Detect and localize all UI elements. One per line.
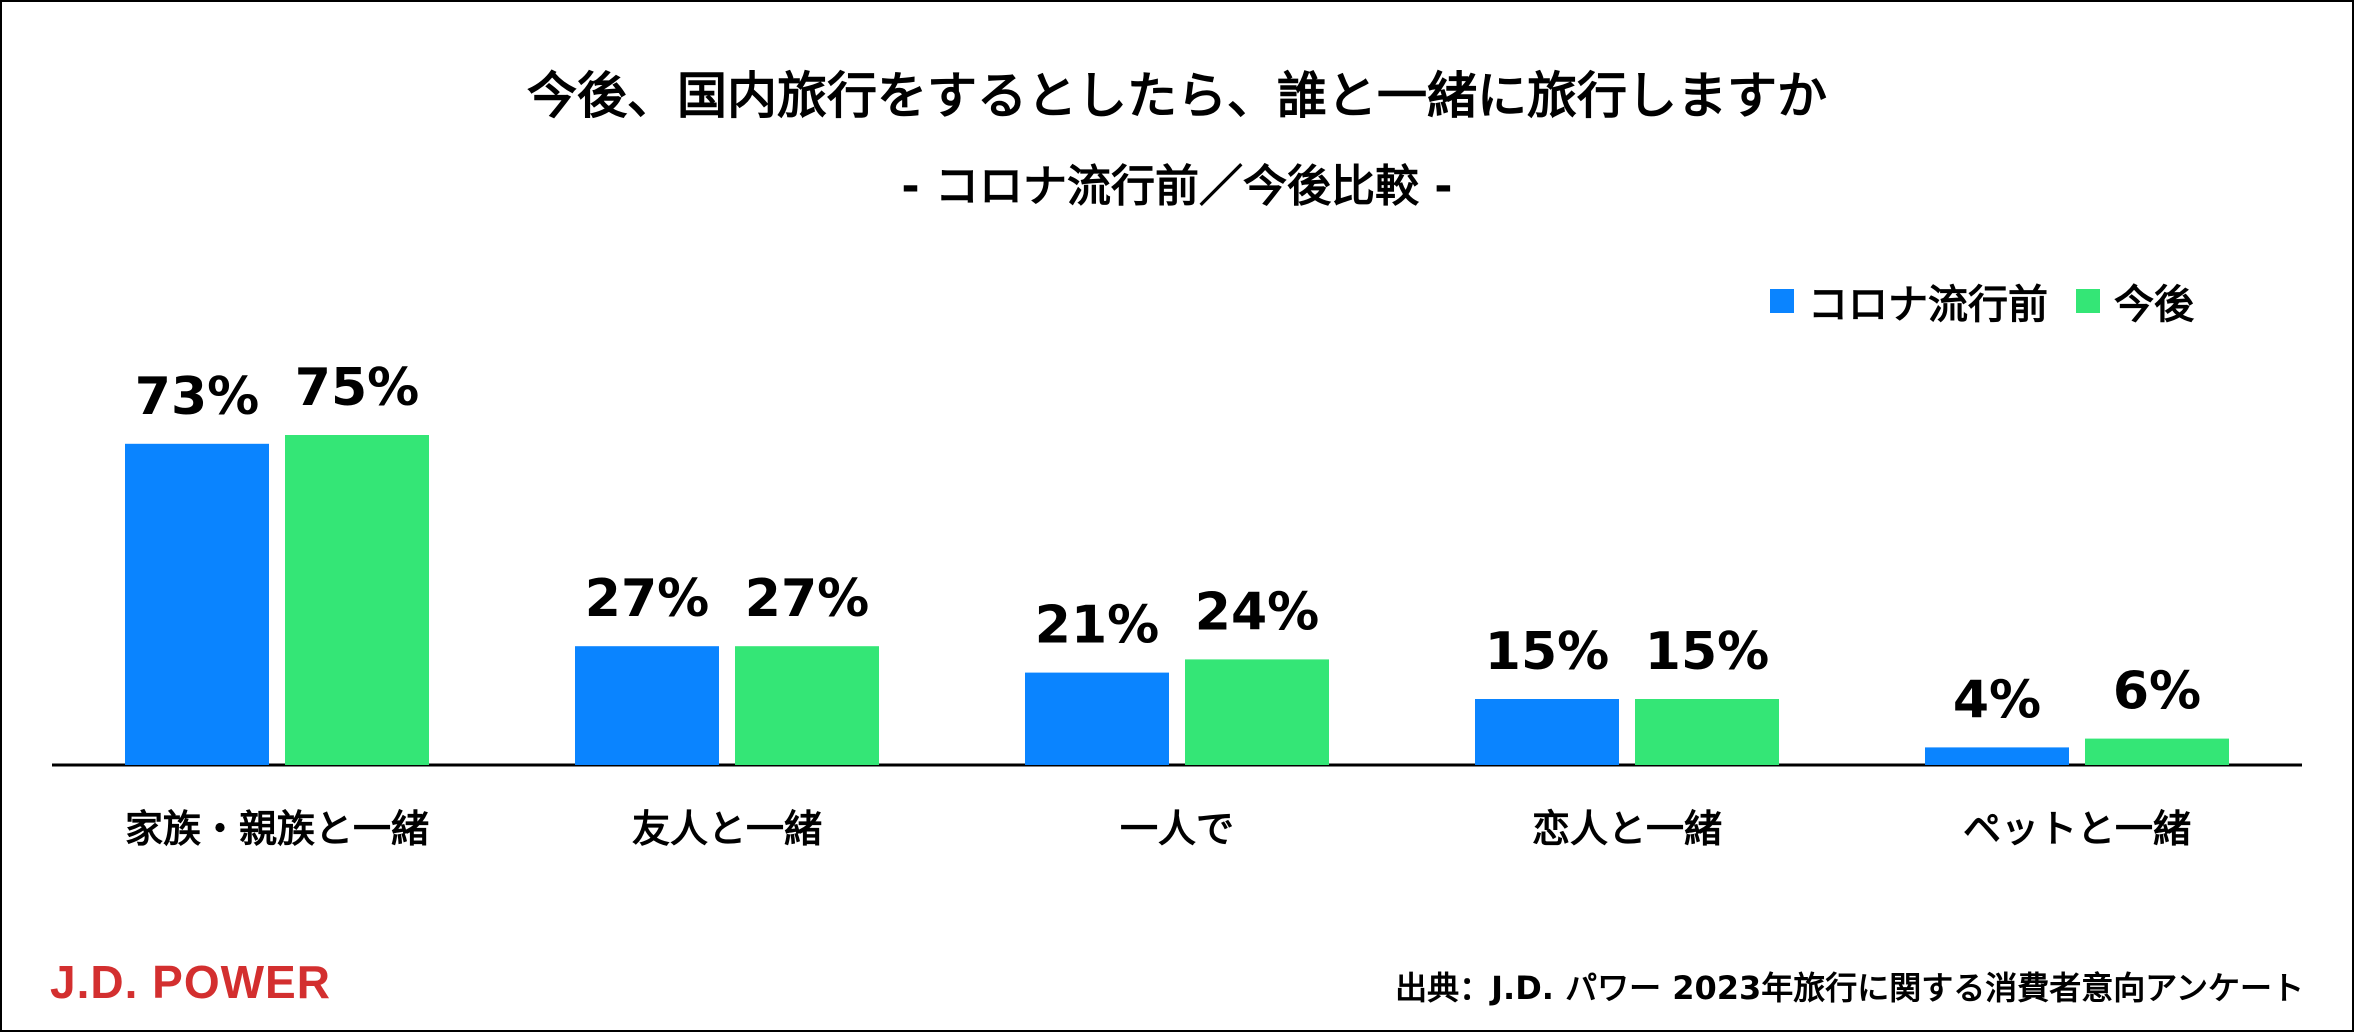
legend-swatch-future xyxy=(2076,289,2100,313)
legend-label-before: コロナ流行前 xyxy=(1808,282,2048,328)
category-label-1: 友人と一緒 xyxy=(632,807,822,851)
data-label-future-1: 27% xyxy=(745,569,869,629)
chart-title: 今後、国内旅行をするとしたら、誰と一緒に旅行しますか xyxy=(527,67,1827,125)
category-label-4: ペットと一緒 xyxy=(1963,807,2191,851)
jdpower-logo: J.D. POWER xyxy=(50,956,331,1008)
bar-future-3 xyxy=(1635,699,1779,765)
chart-subtitle: - コロナ流行前／今後比較 - xyxy=(901,161,1453,212)
bar-future-1 xyxy=(735,646,879,765)
legend-swatch-before xyxy=(1770,289,1794,313)
bar-before-4 xyxy=(1925,747,2069,765)
bar-before-1 xyxy=(575,646,719,765)
category-label-0: 家族・親族と一緒 xyxy=(125,807,429,851)
data-label-before-1: 27% xyxy=(585,569,709,629)
data-label-before-0: 73% xyxy=(135,367,259,427)
category-label-3: 恋人と一緒 xyxy=(1532,807,1722,851)
data-label-future-3: 15% xyxy=(1645,622,1769,682)
legend-item-future: 今後 xyxy=(2076,272,2194,330)
data-label-future-4: 6% xyxy=(2113,662,2201,722)
data-label-future-0: 75% xyxy=(295,358,419,418)
bar-future-0 xyxy=(285,435,429,765)
data-label-future-2: 24% xyxy=(1195,582,1319,642)
bar-before-3 xyxy=(1475,699,1619,765)
bar-before-0 xyxy=(125,443,269,765)
data-label-before-2: 21% xyxy=(1035,596,1159,656)
legend-label-future: 今後 xyxy=(2114,282,2194,328)
legend-item-before: コロナ流行前 xyxy=(1770,272,2048,330)
bar-future-2 xyxy=(1185,659,1329,765)
category-label-2: 一人で xyxy=(1120,807,1234,851)
source-note: 出典：J.D. パワー 2023年旅行に関する消費者意向アンケート xyxy=(1395,969,2304,1007)
chart-legend: コロナ流行前 今後 xyxy=(1770,272,2222,330)
bar-future-4 xyxy=(2085,738,2229,765)
data-label-before-3: 15% xyxy=(1485,622,1609,682)
bar-before-2 xyxy=(1025,672,1169,765)
data-label-before-4: 4% xyxy=(1953,670,2041,730)
